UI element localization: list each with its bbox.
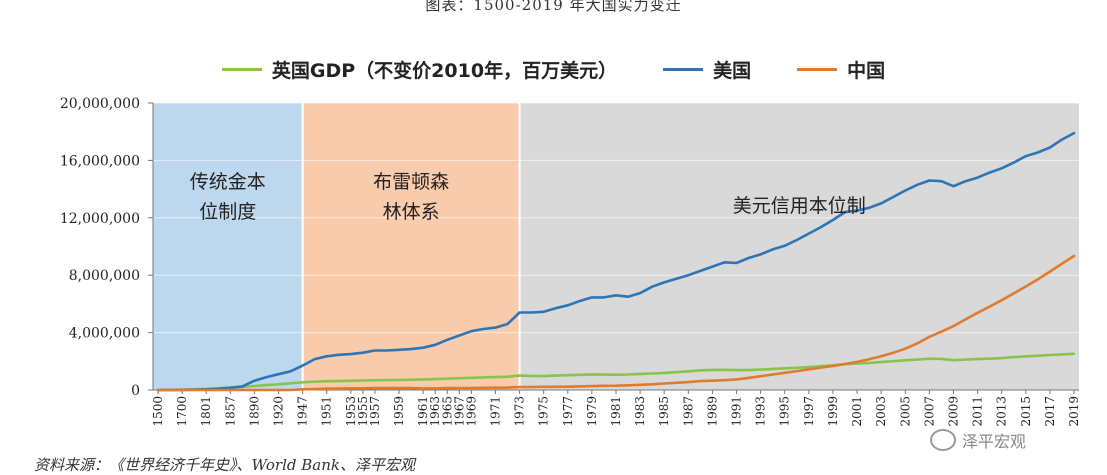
era-label-2-line-1: 布雷顿森 xyxy=(373,171,449,193)
legend-swatch-uk xyxy=(221,67,262,71)
x-tick-label: 1500 xyxy=(151,396,165,427)
x-tick-label: 1977 xyxy=(561,396,575,427)
era-band-2 xyxy=(302,103,520,390)
y-tick-label: 16,000,000 xyxy=(60,153,140,169)
x-tick-label: 1981 xyxy=(609,396,623,427)
x-tick-label: 1890 xyxy=(247,396,261,427)
x-tick-label: 1857 xyxy=(223,396,237,427)
legend-item-cn: 中国 xyxy=(797,56,885,83)
x-tick-label: 1957 xyxy=(368,396,382,427)
page-title: 图表：1500-2019 年大国实力变迁 xyxy=(425,0,682,14)
series-line-cn xyxy=(156,254,1076,392)
x-tick-label: 1987 xyxy=(681,396,695,427)
x-tick-label: 2001 xyxy=(850,396,864,427)
watermark-text: 泽平宏观 xyxy=(962,432,1027,451)
x-tick-label: 1971 xyxy=(488,396,502,427)
x-tick-label: 1979 xyxy=(585,396,599,427)
era-label-3-line-1: 美元信用本位制 xyxy=(733,195,866,217)
x-tick-label: 1955 xyxy=(356,396,370,427)
x-tick-label: 1920 xyxy=(272,396,286,427)
x-tick-label: 1801 xyxy=(199,396,213,427)
x-tick-label: 1961 xyxy=(416,396,430,427)
x-tick-label: 1953 xyxy=(344,396,358,427)
x-tick-label: 1989 xyxy=(705,396,719,427)
series-lines xyxy=(156,131,1076,392)
x-tick-label: 1951 xyxy=(320,396,334,427)
era-band-3 xyxy=(519,103,1079,390)
x-tick-label: 1963 xyxy=(428,396,442,427)
y-tick-label: 20,000,000 xyxy=(60,96,140,112)
series-line-us xyxy=(156,131,1076,392)
x-tick-label: 1983 xyxy=(633,396,647,427)
y-tick-label: 0 xyxy=(131,383,140,399)
y-tick-label: 4,000,000 xyxy=(69,326,140,342)
era-bands xyxy=(153,103,1079,390)
x-tick-label: 1991 xyxy=(730,396,744,427)
y-tick-labels: 0 4,000,000 8,000,000 12,000,000 16,000,000 2… xyxy=(60,96,140,399)
source-note: 资料来源：《世界经济千年史》、World Bank、泽平宏观 xyxy=(34,456,415,474)
x-tick-label: 1993 xyxy=(754,396,768,427)
x-tick-label: 1975 xyxy=(537,396,551,427)
y-tick-label: 12,000,000 xyxy=(60,211,140,227)
era-label-1-line-1: 传统金本 xyxy=(190,171,266,193)
era-label-2-line-2: 林体系 xyxy=(383,201,440,223)
era-label-1-line-2: 位制度 xyxy=(199,201,256,223)
x-tick-label: 1985 xyxy=(657,396,671,427)
x-tick-label: 2015 xyxy=(1019,396,1033,427)
x-tick-label: 1947 xyxy=(296,396,310,427)
wechat-icon xyxy=(930,429,956,451)
x-tick-label: 1967 xyxy=(452,396,466,427)
x-tick-label: 1700 xyxy=(175,396,189,427)
chart-legend: 英国GDP（不变价2010年，百万美元） 美国 中国 xyxy=(0,52,1107,86)
y-tick-label: 8,000,000 xyxy=(69,268,140,284)
x-tick-label: 2013 xyxy=(995,396,1009,427)
series-line-uk xyxy=(156,352,1076,392)
legend-item-uk: 英国GDP（不变价2010年，百万美元） xyxy=(221,56,618,83)
x-tick-label: 2011 xyxy=(971,396,985,427)
x-tick-label: 1965 xyxy=(440,396,454,427)
x-tick-labels: 1500 1700 1801 1857 1890 1920 1947 1951 19531955… xyxy=(151,396,1081,427)
x-tick-label: 2007 xyxy=(922,396,936,427)
x-tick-label: 1969 xyxy=(464,396,478,427)
legend-swatch-cn xyxy=(797,67,838,71)
legend-label-cn: 中国 xyxy=(847,59,886,82)
x-tick-label: 1997 xyxy=(802,396,816,427)
x-tick-label: 2003 xyxy=(874,396,888,427)
x-tick-label: 2009 xyxy=(946,396,960,427)
x-tick-label: 2005 xyxy=(898,396,912,427)
legend-label-uk: 英国GDP（不变价2010年，百万美元） xyxy=(271,59,618,82)
x-tick-label: 1999 xyxy=(826,396,840,427)
legend-swatch-us xyxy=(663,67,704,71)
era-band-1 xyxy=(153,103,303,390)
x-tick-label: 1959 xyxy=(392,396,406,427)
legend-label-us: 美国 xyxy=(713,59,752,82)
x-tick-label: 1995 xyxy=(778,396,792,427)
x-tick-label: 1973 xyxy=(513,396,527,427)
x-tick-label: 2017 xyxy=(1043,396,1057,427)
y-gridlines xyxy=(148,102,1079,391)
x-tick-label: 2019 xyxy=(1067,396,1081,427)
watermark: 泽平宏观 xyxy=(930,428,1026,452)
legend-item-us: 美国 xyxy=(663,56,751,83)
